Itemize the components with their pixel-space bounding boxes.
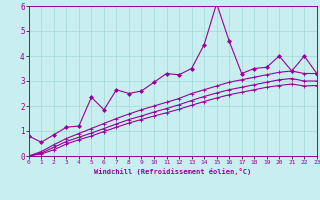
- X-axis label: Windchill (Refroidissement éolien,°C): Windchill (Refroidissement éolien,°C): [94, 168, 252, 175]
